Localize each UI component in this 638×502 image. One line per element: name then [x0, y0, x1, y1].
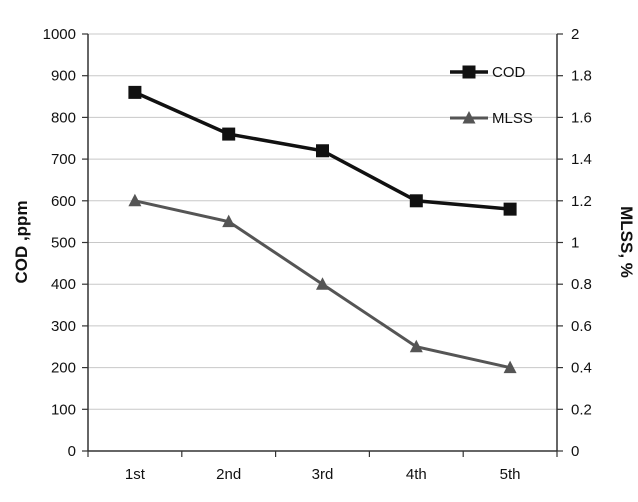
y2-tick-label: 0.2: [571, 401, 592, 418]
y2-tick-label: 0.6: [571, 318, 592, 335]
legend: COD MLSS: [450, 64, 533, 127]
y-axis-ticks: 0 100 200 300 400 500 600 700 800 900 1000: [43, 26, 88, 460]
y-tick-label: 100: [51, 401, 76, 418]
y2-tick-label: 1: [571, 235, 579, 252]
y-tick-label: 700: [51, 151, 76, 168]
y-tick-label: 1000: [43, 26, 76, 43]
y-tick-label: 900: [51, 68, 76, 85]
mlss-legend-marker: [462, 111, 476, 124]
y2-axis-ticks: 0 0.2 0.4 0.6 0.8 1 1.2 1.4 1.6 1.8 2: [557, 26, 592, 460]
y2-axis-title: MLSS, %: [617, 206, 636, 278]
y-tick-label: 800: [51, 109, 76, 126]
series-layer: [128, 85, 517, 374]
y2-tick-label: 0.4: [571, 360, 592, 377]
x-tick-label: 1st: [125, 466, 146, 483]
mlss-point: [409, 339, 423, 353]
cod-legend-marker: [462, 65, 476, 79]
mlss-point: [222, 214, 236, 228]
y-tick-label: 300: [51, 318, 76, 335]
cod-point: [316, 144, 329, 158]
cod-point: [409, 194, 423, 208]
y-axis-title: COD ,ppm: [12, 200, 31, 283]
y2-tick-label: 0.8: [571, 276, 592, 293]
y2-tick-label: 1.6: [571, 109, 592, 126]
y-tick-label: 0: [68, 443, 76, 460]
y2-tick-label: 1.8: [571, 68, 592, 85]
y-tick-label: 500: [51, 235, 76, 252]
gridlines: [88, 33, 557, 410]
x-tick-label: 2nd: [216, 466, 241, 483]
cod-point: [503, 202, 517, 216]
y2-tick-label: 1.2: [571, 193, 592, 210]
y2-tick-label: 0: [571, 443, 579, 460]
cod-point: [222, 127, 236, 141]
y-tick-label: 600: [51, 193, 76, 210]
x-tick-label: 4th: [406, 466, 427, 483]
mlss-point: [128, 193, 142, 207]
cod-legend-label: COD: [492, 64, 526, 81]
y2-tick-label: 2: [571, 26, 579, 43]
mlss-point: [316, 277, 329, 290]
mlss-legend-label: MLSS: [492, 110, 533, 127]
x-axis-ticks: 1st 2nd 3rd 4th 5th: [87, 451, 558, 483]
cod-point: [128, 85, 142, 99]
mlss-point: [503, 360, 517, 374]
y-tick-label: 400: [51, 276, 76, 293]
x-tick-label: 3rd: [312, 466, 334, 483]
y2-tick-label: 1.4: [571, 151, 592, 168]
y-tick-label: 200: [51, 360, 76, 377]
x-tick-label: 5th: [500, 466, 521, 483]
